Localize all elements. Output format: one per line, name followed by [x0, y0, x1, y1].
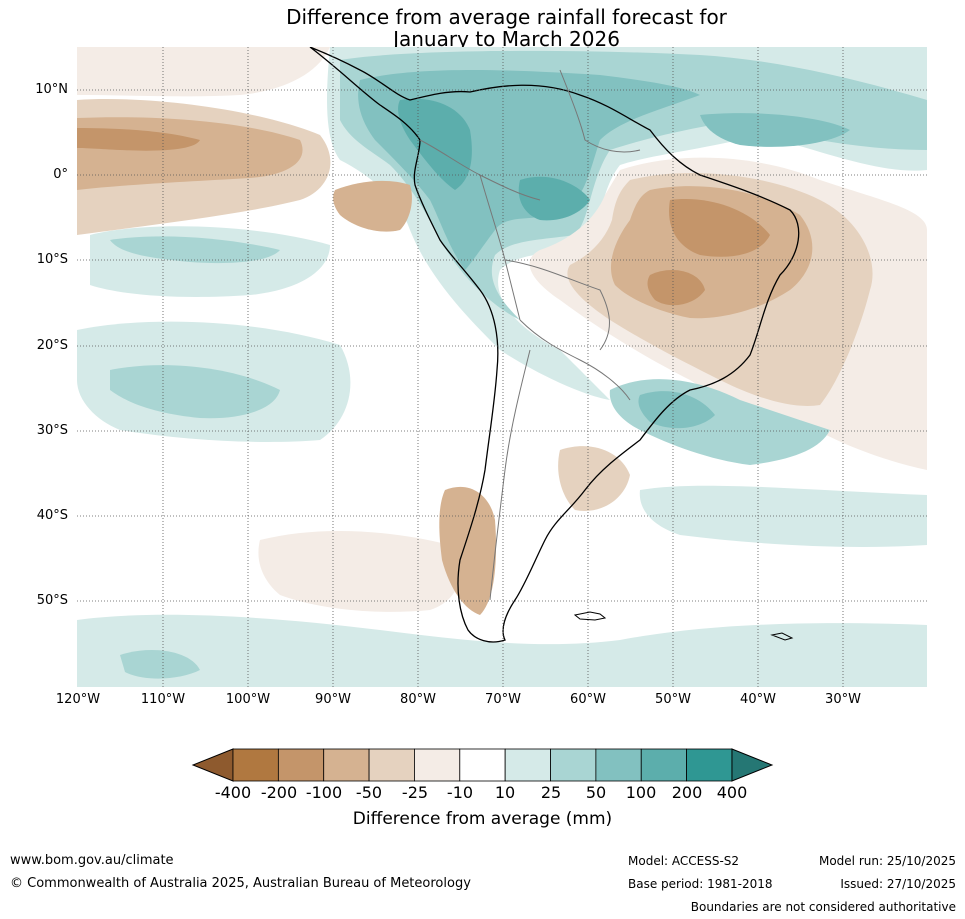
lon-label-100w: 100°W: [225, 692, 271, 707]
wet-zone-south-atlantic: [639, 485, 927, 547]
lat-label-10s: 10°S: [36, 252, 68, 267]
wet-zone-southern-ocean: [77, 614, 927, 687]
wet-zone-east-pacific-1-core: [110, 236, 280, 264]
lon-label-30w: 30°W: [825, 692, 861, 707]
colorbar-tick-label: -25: [401, 783, 429, 802]
lat-label-0: 0°: [53, 167, 68, 182]
map-title-line-1: Difference from average rainfall forecas…: [286, 5, 727, 29]
anomaly-field: [77, 47, 927, 687]
country-borders: [419, 69, 641, 601]
dry-zone-brazil-strong-2: [647, 270, 705, 306]
colorbar-bin: [459, 748, 506, 782]
website-link[interactable]: www.bom.gov.au/climate: [10, 853, 174, 868]
colorbar-bin: [232, 748, 279, 782]
lat-label-40s: 40°S: [36, 508, 68, 523]
wet-zone-amazon-strong: [518, 176, 590, 221]
colorbar-bin: [323, 748, 370, 782]
colorbar-bin: [550, 748, 597, 782]
colorbar-tick-label: -400: [214, 783, 252, 802]
colorbar-extend-min: [191, 748, 234, 782]
colorbar-tick-label: 100: [625, 783, 657, 802]
map-title-line-2: January to March 2026: [393, 27, 620, 51]
dry-zone-ecuador: [333, 180, 412, 232]
colorbar-tick-label: 50: [585, 783, 607, 802]
wet-zone-sacz-core: [638, 391, 715, 429]
graticule: [77, 47, 927, 687]
model-name: Model: ACCESS-S2: [628, 854, 740, 868]
lon-label-50w: 50°W: [655, 692, 691, 707]
lat-label-30s: 30°S: [36, 423, 68, 438]
colorbar-bin: [504, 748, 551, 782]
lon-label-70w: 70°W: [485, 692, 521, 707]
lon-label-120w: 120°W: [55, 692, 101, 707]
colorbar-bin: [414, 748, 461, 782]
lat-label-20s: 20°S: [36, 338, 68, 353]
dry-zone-north-pacific: [77, 47, 330, 97]
boundary-disclaimer: Boundaries are not considered authoritat…: [690, 900, 956, 914]
wet-zone-south-pacific-core: [120, 650, 200, 679]
colorbar-extend-max: [731, 748, 774, 782]
dry-zone-pacific-strong: [77, 128, 200, 151]
base-period: Base period: 1981-2018: [628, 877, 773, 891]
lon-label-90w: 90°W: [315, 692, 351, 707]
wet-zone-colombia-strong: [398, 98, 472, 190]
issued-date: Issued: 27/10/2025: [840, 877, 956, 891]
south-georgia: [770, 632, 794, 641]
wet-zone-east-pacific-2-core: [110, 365, 280, 419]
colorbar-tick-label: -50: [355, 783, 383, 802]
colorbar-tick-label: 200: [671, 783, 703, 802]
dry-zone-patagonia: [439, 486, 497, 615]
colorbar-title: Difference from average (mm): [352, 809, 613, 829]
colorbar-bin: [277, 748, 325, 782]
colorbar-bin: [686, 748, 733, 782]
lat-label-10n: 10°N: [35, 82, 68, 97]
copyright-text: © Commonwealth of Australia 2025, Austra…: [10, 876, 471, 891]
lon-label-60w: 60°W: [570, 692, 606, 707]
colorbar-bin: [640, 748, 687, 782]
colorbar-tick-label: -100: [305, 783, 343, 802]
colorbar: [191, 748, 774, 782]
colorbar-bin: [368, 748, 415, 782]
colorbar-tick-label: -10: [446, 783, 474, 802]
dry-zone-south-pacific: [258, 530, 461, 612]
falkland-islands: [573, 611, 607, 621]
colorbar-tick-label: -200: [260, 783, 298, 802]
lon-label-40w: 40°W: [740, 692, 776, 707]
colorbar-tick-label: 25: [540, 783, 562, 802]
lon-label-110w: 110°W: [140, 692, 186, 707]
colorbar-tick-label: 10: [494, 783, 516, 802]
south-america-coastline: [309, 47, 800, 643]
lon-label-80w: 80°W: [400, 692, 436, 707]
colorbar-tick-label: 400: [716, 783, 748, 802]
wet-zone-atlantic-core: [700, 113, 850, 147]
colorbar-bin: [595, 748, 642, 782]
dry-zone-brazil-strong: [669, 199, 770, 257]
lat-label-50s: 50°S: [36, 593, 68, 608]
model-run-date: Model run: 25/10/2025: [818, 854, 956, 868]
